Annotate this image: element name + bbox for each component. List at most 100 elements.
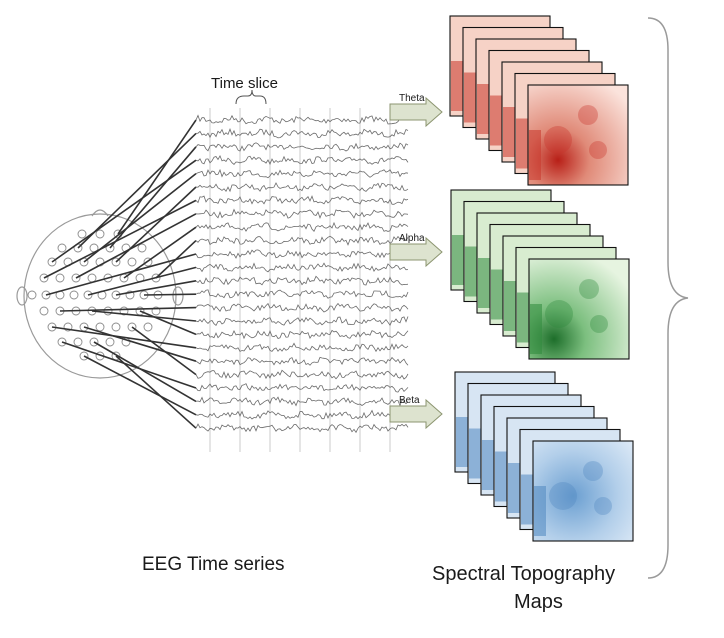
connector-line xyxy=(131,326,197,376)
topography-blob xyxy=(579,279,599,299)
eeg-channel-trace xyxy=(195,409,409,420)
connector-line xyxy=(83,326,197,362)
connector-line xyxy=(109,146,197,249)
electrode xyxy=(127,257,137,267)
topography-blob xyxy=(594,497,612,515)
band-arrow-theta: Theta xyxy=(389,93,443,128)
topography-stack-theta xyxy=(449,15,629,186)
topography-stack-beta xyxy=(454,371,634,542)
map-edge-shading xyxy=(503,107,515,157)
eeg-channel-trace xyxy=(195,195,409,205)
topography-blob xyxy=(545,300,573,328)
map-edge-shading xyxy=(530,304,542,354)
map-edge-shading xyxy=(504,281,516,331)
electrode xyxy=(55,273,65,283)
connector-line xyxy=(43,199,197,279)
connector-line xyxy=(87,266,197,296)
head-outline xyxy=(23,213,177,379)
topography-map-front xyxy=(527,84,629,186)
connector-line xyxy=(83,355,197,416)
map-edge-shading xyxy=(482,440,494,490)
map-edge-shading xyxy=(469,428,481,479)
map-edge-shading xyxy=(465,246,477,297)
map-edge-shading xyxy=(464,72,476,123)
connector-line xyxy=(61,341,197,389)
electrode xyxy=(95,322,105,332)
connector-line xyxy=(115,355,197,429)
eeg-channel-trace xyxy=(195,182,409,193)
eeg-channel-trace xyxy=(195,396,409,407)
eeg-channel-trace xyxy=(195,154,409,166)
eeg-channel-trace xyxy=(195,329,409,340)
electrode xyxy=(77,229,87,239)
left-ear xyxy=(16,286,28,306)
electrode xyxy=(27,290,37,300)
connector-line xyxy=(143,293,197,296)
map-edge-shading xyxy=(478,258,490,308)
topography-map-front xyxy=(532,440,634,542)
eeg-channel-trace xyxy=(195,383,409,393)
connector-line xyxy=(75,213,197,279)
connector-line xyxy=(59,306,197,312)
eeg-channel-trace xyxy=(195,235,409,246)
topography-stack-alpha xyxy=(450,189,630,360)
topography-blob xyxy=(583,461,603,481)
connector-line xyxy=(45,253,197,296)
arrow-shape xyxy=(389,236,443,268)
eeg-channel-trace xyxy=(195,369,409,380)
eeg-channel-trace xyxy=(195,316,409,327)
electrode xyxy=(105,337,115,347)
time-slice-label: Time slice xyxy=(211,75,278,92)
topography-map-front xyxy=(528,258,630,360)
map-edge-shading xyxy=(517,292,529,343)
eeg-time-series-caption: EEG Time series xyxy=(142,554,285,575)
eeg-channel-trace xyxy=(195,342,409,353)
band-arrow-beta: Beta xyxy=(389,395,443,430)
time-slice-brace xyxy=(235,89,267,105)
connector-line xyxy=(139,310,197,336)
eeg-channel-trace xyxy=(195,248,409,259)
connector-line xyxy=(93,341,197,403)
topography-blob xyxy=(578,105,598,125)
band-arrows: Theta Alpha Beta xyxy=(389,93,443,430)
right-curly-brace xyxy=(647,17,689,579)
map-edge-shading xyxy=(495,451,507,502)
map-edge-shading xyxy=(521,474,533,525)
topography-stacks xyxy=(449,15,634,542)
nose xyxy=(91,209,109,217)
eeg-channel-trace xyxy=(195,142,409,152)
eeg-channel-trace xyxy=(195,128,409,139)
electrode xyxy=(87,273,97,283)
electrode xyxy=(39,306,49,316)
electrode xyxy=(69,290,79,300)
maps-caption-line2: Maps xyxy=(514,591,563,613)
map-edge-shading xyxy=(477,84,489,134)
eeg-channel-trace xyxy=(195,208,409,220)
map-edge-shading xyxy=(452,235,464,285)
electrode-connectors xyxy=(43,119,197,429)
electrode xyxy=(73,337,83,347)
eeg-channel-trace xyxy=(195,302,409,313)
map-edge-shading xyxy=(529,130,541,180)
eeg-channel-trace xyxy=(195,262,409,273)
topography-blob xyxy=(589,141,607,159)
electrode xyxy=(57,243,67,253)
maps-caption-line1: Spectral Topography xyxy=(432,563,615,585)
map-edge-shading xyxy=(456,417,468,467)
electrode xyxy=(95,229,105,239)
eeg-channel-trace xyxy=(195,289,409,299)
connector-line xyxy=(117,119,197,235)
band-label: Beta xyxy=(399,395,420,406)
connector-line xyxy=(115,280,197,296)
topography-blob xyxy=(544,126,572,154)
map-edge-shading xyxy=(451,61,463,111)
eeg-time-series xyxy=(195,108,409,452)
eeg-channel-trace xyxy=(195,275,409,286)
connector-line xyxy=(123,226,197,279)
map-edge-shading xyxy=(516,118,528,169)
eeg-channel-trace xyxy=(195,356,409,366)
map-edge-shading xyxy=(490,95,502,146)
eeg-channel-trace xyxy=(195,423,409,434)
band-label: Alpha xyxy=(399,233,425,244)
